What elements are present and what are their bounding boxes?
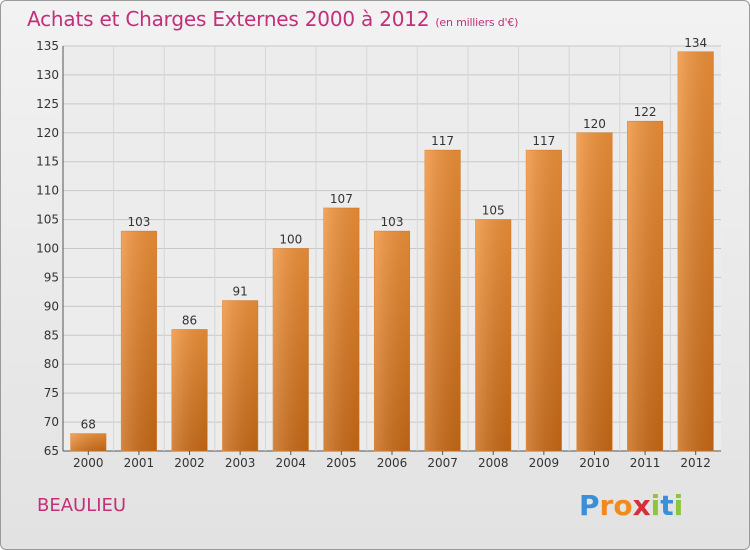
bar-value-label: 107 [330, 192, 353, 206]
y-tick-label: 115 [36, 155, 59, 169]
chart-title: Achats et Charges Externes 2000 à 2012 (e… [27, 7, 518, 31]
logo-letter: t [660, 489, 674, 522]
y-tick-label: 110 [36, 184, 59, 198]
bar-shine [677, 51, 714, 452]
bar-shine [323, 208, 360, 451]
bar-value-label: 134 [684, 36, 707, 50]
logo-letter: i [673, 489, 684, 522]
x-tick-label: 2008 [478, 456, 509, 470]
x-tick-label: 2005 [326, 456, 357, 470]
bar-shine [526, 150, 562, 451]
city-name: BEAULIEU [37, 495, 127, 516]
bar-value-label: 120 [583, 117, 606, 131]
bar-shine [121, 231, 157, 451]
y-tick-label: 90 [44, 299, 59, 313]
x-tick-label: 2002 [174, 456, 205, 470]
y-tick-label: 125 [36, 97, 59, 111]
y-tick-label: 80 [44, 357, 59, 371]
y-tick-label: 85 [44, 328, 59, 342]
x-tick-label: 2007 [427, 456, 458, 470]
bar-value-label: 105 [482, 204, 505, 218]
bar-value-label: 103 [381, 215, 404, 229]
bar-value-label: 100 [279, 233, 302, 247]
y-tick-label: 100 [36, 242, 59, 256]
bar-shine [374, 231, 410, 451]
bar-shine [576, 132, 613, 452]
bar-shine [70, 433, 107, 451]
x-tick-label: 2003 [225, 456, 256, 470]
x-tick-label: 2010 [579, 456, 610, 470]
bar-shine [222, 300, 258, 451]
bar-value-label: 122 [634, 105, 657, 119]
bar-value-label: 117 [431, 134, 454, 148]
x-tick-label: 2012 [680, 456, 711, 470]
bar-value-label: 86 [182, 314, 197, 328]
y-tick-label: 70 [44, 415, 59, 429]
bar-value-label: 91 [233, 285, 248, 299]
x-tick-label: 2004 [275, 456, 306, 470]
chart-subtitle: (en milliers d'€) [435, 16, 519, 29]
bar-shine [424, 150, 461, 451]
y-tick-label: 135 [36, 39, 59, 53]
x-tick-label: 2000 [73, 456, 104, 470]
x-tick-label: 2011 [630, 456, 661, 470]
chart-title-text: Achats et Charges Externes 2000 à 2012 [27, 7, 430, 31]
bar-value-label: 68 [81, 418, 96, 432]
bar-shine [273, 248, 309, 451]
proxiti-logo: Proxiti [579, 489, 683, 522]
y-tick-label: 65 [44, 444, 59, 458]
y-tick-label: 95 [44, 270, 59, 284]
logo-letter: x [632, 489, 651, 522]
bar-shine [171, 329, 208, 451]
bar-shine [475, 219, 511, 451]
logo-letter: i [650, 489, 661, 522]
bar-value-label: 117 [532, 134, 555, 148]
y-tick-label: 75 [44, 386, 59, 400]
x-tick-label: 2009 [529, 456, 560, 470]
y-tick-label: 130 [36, 68, 59, 82]
logo-letter: P [579, 489, 600, 522]
x-tick-label: 2001 [124, 456, 155, 470]
x-tick-label: 2006 [377, 456, 408, 470]
y-tick-label: 120 [36, 126, 59, 140]
bar-value-label: 103 [127, 215, 150, 229]
y-tick-label: 105 [36, 213, 59, 227]
logo-letter: r [599, 489, 614, 522]
bar-shine [627, 121, 663, 451]
logo-letter: o [613, 489, 633, 522]
